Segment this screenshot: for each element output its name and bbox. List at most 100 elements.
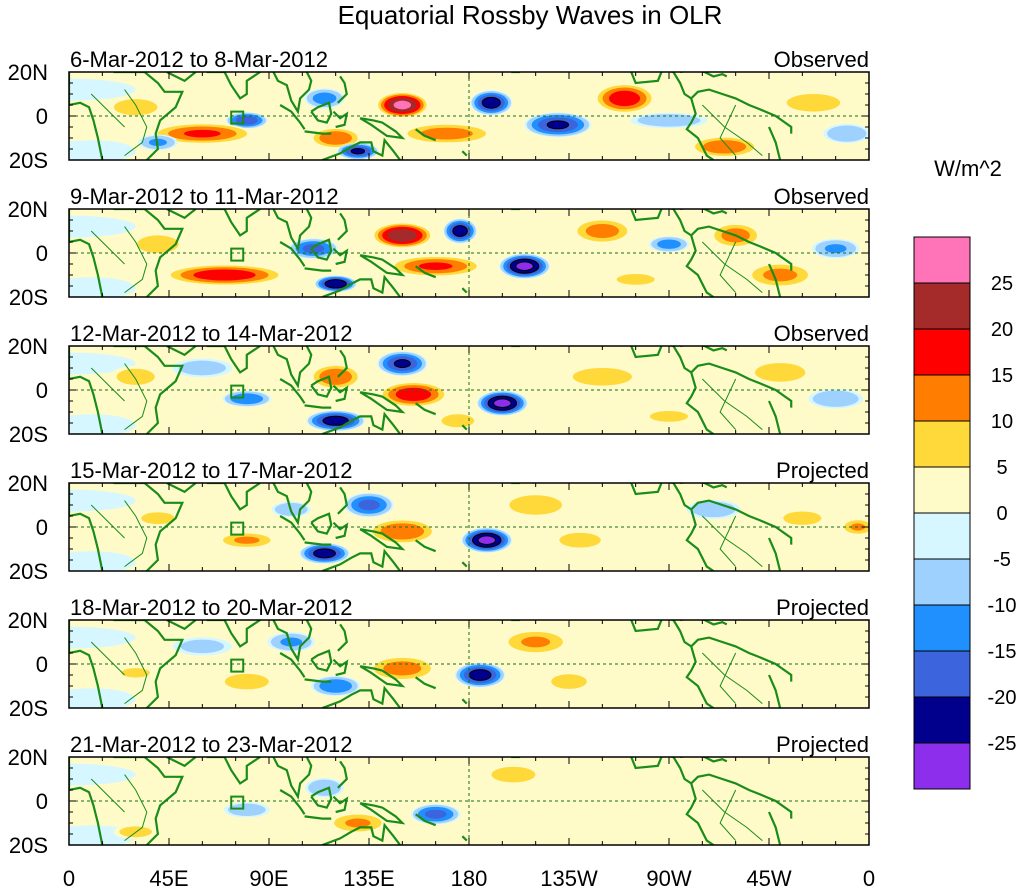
x-tick-label: 45W	[746, 866, 791, 890]
coastline	[630, 757, 793, 819]
anomaly-contour	[193, 269, 256, 281]
country-border	[90, 367, 125, 402]
coastline	[767, 537, 782, 571]
coastline	[321, 137, 401, 160]
coastline	[279, 104, 306, 130]
x-tick-label: 90E	[249, 866, 288, 890]
coastline	[767, 400, 782, 434]
coastlines	[69, 72, 793, 160]
anomaly-contour	[515, 261, 534, 272]
y-tick-label: 20N	[8, 745, 48, 770]
coastline	[337, 349, 348, 378]
background-anomaly	[69, 489, 136, 512]
coastlines	[69, 346, 793, 434]
coastline	[337, 212, 348, 241]
chart-title: Equatorial Rossby Waves in OLR	[338, 0, 723, 30]
coastline	[113, 620, 185, 708]
coastline	[69, 483, 104, 571]
coastline	[461, 698, 468, 705]
background-anomaly	[669, 538, 847, 560]
coastline	[310, 238, 333, 261]
y-tick-label: 20N	[8, 471, 48, 496]
x-tick-label: 135W	[540, 866, 598, 890]
coastline	[359, 254, 406, 277]
anomaly-contour	[230, 393, 264, 405]
coastline	[166, 483, 197, 494]
panel-6: 20N 0 20S 21-Mar-2012 to 23-Mar-2012 Project…	[8, 732, 870, 858]
coastline	[359, 802, 406, 825]
coastline	[304, 267, 332, 272]
anomaly-contour	[546, 120, 570, 130]
coastline	[279, 241, 306, 267]
coastline	[321, 548, 401, 571]
colorbar-label: 10	[991, 411, 1013, 433]
coastline	[321, 274, 401, 297]
anomaly-contour	[420, 127, 473, 140]
coastline	[461, 150, 468, 157]
anomaly-contour	[227, 803, 266, 817]
olr-field	[69, 215, 860, 297]
anomaly-contour	[657, 239, 681, 249]
anomaly-contour	[137, 235, 179, 253]
coastline	[279, 378, 306, 404]
coastline	[69, 620, 104, 708]
y-tick-label: 20S	[9, 148, 48, 173]
anomaly-contour	[324, 279, 347, 289]
x-axis: 0 45E 90E 135E 180 135W 90W 45W 0	[63, 866, 875, 890]
colorbar-label: 15	[991, 365, 1013, 387]
panel-2: 20N 0 20S 9-Mar-2012 to 11-Mar-2012 Observed	[8, 184, 870, 310]
coastline	[304, 678, 332, 683]
anomaly-contour	[358, 499, 380, 511]
region-box	[230, 521, 245, 536]
coastline	[304, 404, 332, 409]
coastline	[272, 72, 313, 115]
anomaly-contour	[481, 96, 501, 109]
coastline	[415, 539, 437, 553]
anomaly-contour	[468, 669, 492, 681]
coastline	[767, 263, 782, 297]
anomaly-contour	[477, 535, 497, 546]
coastline	[310, 512, 333, 535]
country-border	[90, 230, 125, 265]
region-box	[230, 110, 245, 125]
background-anomaly	[69, 551, 136, 571]
coastline	[685, 509, 715, 571]
x-tick-label: 0	[63, 866, 75, 890]
coastline	[206, 483, 261, 511]
y-tick-label: 0	[36, 104, 48, 129]
anomaly-contour	[559, 532, 601, 548]
coastline	[69, 72, 104, 160]
coastline	[337, 623, 348, 652]
anomaly-contour	[350, 148, 366, 155]
coastline	[206, 72, 261, 100]
anomaly-contour	[585, 223, 619, 239]
coastline	[332, 521, 349, 540]
coastline	[166, 346, 197, 357]
background-anomaly	[669, 675, 847, 697]
anomaly-contour	[312, 92, 337, 105]
y-tick-label: 20S	[9, 422, 48, 447]
panel-kind: Observed	[774, 47, 869, 72]
country-border	[124, 500, 148, 568]
country-border	[90, 93, 125, 128]
panel-1: 20N 0 20S 6-Mar-2012 to 8-Mar-2012 Observed	[8, 47, 870, 173]
country-border	[90, 504, 125, 539]
anomaly-contour	[395, 387, 432, 401]
y-tick-label: 0	[36, 241, 48, 266]
coastlines	[69, 757, 793, 845]
anomaly-contour	[418, 262, 453, 270]
anomaly-contour	[493, 398, 512, 409]
country-border	[124, 637, 148, 705]
coastline	[113, 483, 185, 571]
colorbar-swatch	[913, 374, 971, 422]
coastline	[415, 676, 437, 690]
coastline	[630, 483, 793, 545]
coastline	[279, 652, 306, 678]
coastline	[461, 561, 468, 568]
anomaly-contour	[322, 415, 349, 426]
anomaly-contour	[345, 818, 371, 828]
panel-3: 20N 0 20S 12-Mar-2012 to 14-Mar-2012 Observe…	[8, 321, 870, 447]
anomaly-contour	[178, 360, 227, 376]
anomaly-contour	[113, 99, 158, 116]
